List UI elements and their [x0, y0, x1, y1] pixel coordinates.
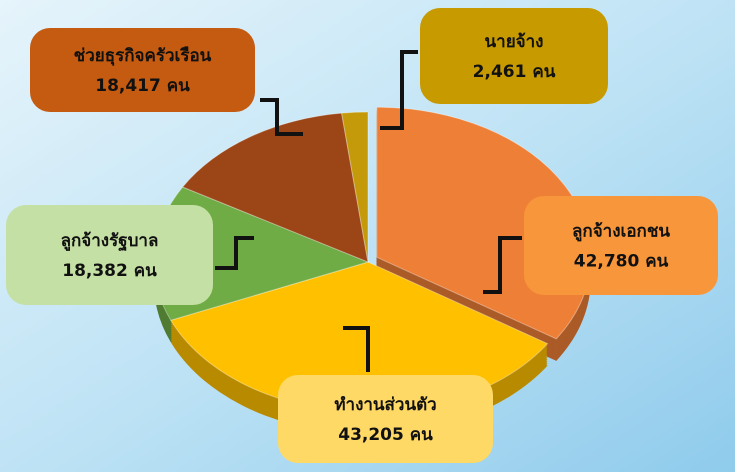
slice	[341, 111, 369, 263]
connector	[343, 326, 370, 372]
label-box	[524, 196, 718, 295]
value-label: 43,205 คน	[338, 425, 433, 445]
value-label: 42,780 คน	[574, 252, 669, 272]
category-label: ช่วยธุรกิจครัวเรือน	[74, 45, 212, 66]
label-box	[30, 28, 255, 112]
label-box	[420, 8, 608, 104]
label-box	[6, 205, 213, 305]
value-label: 2,461 คน	[473, 62, 556, 82]
category-label: ทำงานส่วนตัว	[334, 395, 436, 415]
connector	[380, 50, 418, 130]
category-label: ลูกจ้างเอกชน	[572, 222, 670, 243]
connector	[215, 236, 254, 270]
value-label: 18,417 คน	[95, 76, 190, 96]
value-label: 18,382 คน	[62, 261, 157, 281]
category-label: ลูกจ้างรัฐบาล	[61, 231, 159, 252]
slice	[181, 112, 369, 263]
labels: ลูกจ้างเอกชน 42,780 คนทำงานส่วนตัว 43,205 …	[6, 8, 718, 463]
connector	[483, 236, 522, 294]
category-label: นายจ้าง	[485, 32, 544, 52]
connector	[260, 98, 303, 136]
label-box	[278, 375, 493, 463]
